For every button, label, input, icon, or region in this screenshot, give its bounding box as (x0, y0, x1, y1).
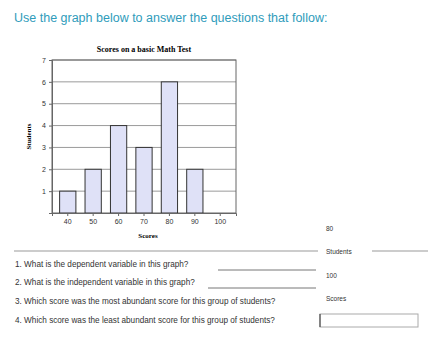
x-tick-label: 60 (115, 218, 123, 225)
plot-frame (52, 60, 236, 213)
x-tick-mark (118, 213, 119, 216)
y-tick-mark (49, 191, 52, 192)
separator (14, 251, 428, 252)
answer-option: Scores (326, 295, 347, 302)
y-tick-mark (49, 147, 52, 148)
y-axis-title: Students (25, 123, 33, 149)
x-axis-line (53, 214, 237, 217)
grid-line (52, 103, 236, 104)
y-tick: 7 (42, 57, 52, 64)
x-tick: 40 (64, 213, 72, 225)
chart: Scores on a basic Math Test 1 2 3 4 5 6 7 40 50 60… (25, 45, 237, 240)
answers: 80 Students 100 Scores (326, 225, 352, 302)
question: 2. What is the independent variable in t… (15, 278, 195, 287)
answer-box (320, 314, 418, 327)
rule (372, 251, 428, 252)
instruction: Use the graph below to answer the questi… (14, 11, 327, 25)
y-tick-label: 5 (42, 100, 46, 107)
y-tick-label: 4 (42, 122, 46, 129)
y-tick: 1 (42, 188, 52, 195)
answer-option: Students (326, 248, 352, 255)
x-tick-mark (194, 213, 195, 216)
y-tick-mark (49, 104, 52, 105)
x-tick: 60 (115, 213, 123, 225)
x-tick-mark (93, 213, 94, 216)
bar (60, 191, 76, 213)
x-tick-label: 70 (140, 218, 148, 225)
x-tick-mark (67, 213, 68, 216)
y-tick: 5 (42, 100, 52, 107)
x-tick-mark (169, 213, 170, 216)
y-tick: 6 (42, 79, 52, 86)
grid-line (52, 125, 236, 126)
x-tick: 50 (89, 213, 97, 225)
questions: 1. What is the dependent variable in thi… (15, 260, 418, 327)
x-tick: 100 (214, 213, 226, 225)
bar (187, 169, 203, 213)
x-tick-label: 100 (214, 218, 226, 225)
y-tick-label: 2 (42, 166, 46, 173)
x-tick-mark (220, 213, 221, 216)
x-axis: 40 50 60 70 80 90 100 (53, 213, 237, 225)
x-tick-label: 50 (89, 218, 97, 225)
answer-option: 100 (326, 272, 337, 279)
answer-box-edge (320, 314, 321, 327)
y-tick: 3 (42, 144, 52, 151)
question: 1. What is the dependent variable in thi… (15, 260, 189, 269)
y-tick-mark (49, 60, 52, 61)
x-tick-label: 40 (64, 218, 72, 225)
bar (212, 213, 228, 214)
x-tick-mark (144, 213, 145, 216)
answer-line (208, 288, 316, 289)
bar (136, 147, 152, 213)
y-axis: 1 2 3 4 5 6 7 (42, 57, 52, 214)
bars (60, 82, 203, 213)
answer-option: 80 (326, 225, 334, 232)
x-tick: 90 (191, 213, 199, 225)
x-tick: 70 (140, 213, 148, 225)
chart-title: Scores on a basic Math Test (97, 45, 192, 54)
answer-line (218, 270, 316, 271)
y-tick-label: 7 (42, 57, 46, 64)
question: 4. Which score was the least abundant sc… (15, 316, 275, 325)
rule (14, 251, 318, 252)
x-tick-label: 80 (166, 218, 174, 225)
bar (85, 169, 101, 213)
y-tick-mark (49, 82, 52, 83)
bar (110, 126, 126, 213)
y-axis-line (49, 61, 53, 214)
y-tick: 4 (42, 122, 52, 129)
x-axis-title: Scores (138, 232, 158, 240)
grid-line (52, 81, 236, 82)
y-tick-mark (49, 126, 52, 127)
y-tick: 2 (42, 166, 52, 173)
y-tick-mark (49, 169, 52, 170)
x-tick-label: 90 (191, 218, 199, 225)
y-tick-label: 6 (42, 79, 46, 86)
x-tick: 80 (166, 213, 174, 225)
y-tick-label: 3 (42, 144, 46, 151)
question: 3. Which score was the most abundant sco… (15, 297, 276, 306)
y-tick-label: 1 (42, 188, 46, 195)
bar (161, 82, 177, 213)
